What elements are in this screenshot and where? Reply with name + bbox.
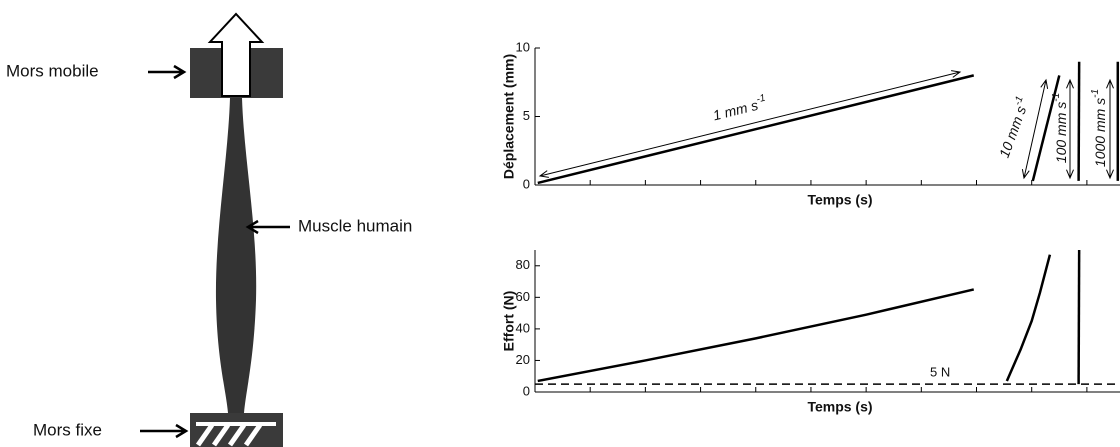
y-tick-label: 80 — [516, 257, 530, 272]
y-axis-label: Déplacement (mm) — [501, 54, 517, 179]
y-tick-label: 20 — [516, 352, 530, 367]
line — [537, 288, 975, 383]
annotation-sup: -1 — [755, 92, 766, 105]
line — [1077, 249, 1081, 385]
annotation-sup: -1 — [1012, 95, 1025, 107]
y-tick-label: 10 — [516, 39, 530, 54]
reference-label: 5 N — [930, 365, 950, 380]
pointer — [140, 423, 189, 439]
pointer — [245, 219, 290, 235]
line — [1005, 254, 1052, 382]
label: Mors fixe — [33, 420, 102, 439]
double-arrow — [1106, 78, 1114, 180]
y-tick-label: 0 — [523, 176, 530, 191]
annotation-sup: -1 — [1051, 93, 1062, 102]
pull-arrow — [207, 12, 265, 97]
lower-jaw — [190, 413, 283, 447]
double-arrow — [538, 70, 962, 178]
y-tick-label: 0 — [523, 383, 530, 398]
x-axis-label: Temps (s) — [807, 192, 872, 208]
hatch-bar — [196, 422, 276, 426]
y-axis-label: Effort (N) — [501, 291, 517, 352]
y-tick-label: 40 — [516, 320, 530, 335]
label: Muscle humain — [298, 216, 412, 235]
annotation-text: 100 mm s — [1053, 102, 1069, 163]
annotation-text: 1 mm s — [711, 97, 759, 124]
double-arrow — [1066, 78, 1074, 180]
annotation: 10 mm s-1 — [994, 95, 1032, 160]
line — [537, 74, 975, 185]
double-arrow — [1021, 78, 1049, 180]
muscle — [215, 98, 257, 413]
label: Mors mobile — [6, 61, 99, 80]
pointer — [148, 64, 187, 80]
line — [1031, 75, 1061, 182]
annotation: 1 mm s-1 — [711, 92, 769, 123]
annotation: 1000 mm s-1 — [1090, 89, 1108, 167]
x-axis-label: Temps (s) — [807, 399, 872, 415]
y-tick-label: 5 — [523, 108, 530, 123]
hatch — [195, 423, 263, 447]
annotation-text: 1000 mm s — [1092, 98, 1108, 167]
annotation: 100 mm s-1 — [1051, 93, 1069, 163]
line — [1077, 61, 1081, 181]
y-tick-label: 60 — [516, 289, 530, 304]
annotation-text: 10 mm s — [996, 104, 1029, 160]
annotation-sup: -1 — [1090, 89, 1101, 98]
